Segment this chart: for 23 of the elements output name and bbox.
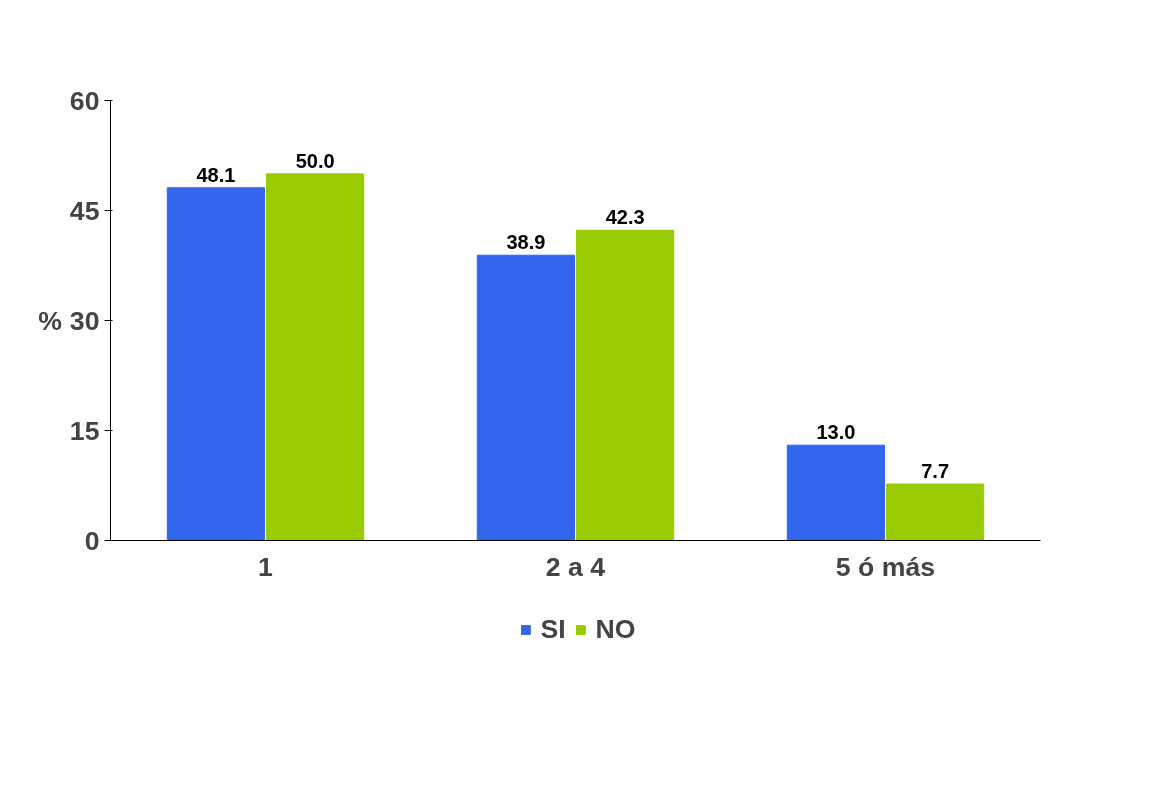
data-label: 48.1 — [196, 163, 236, 186]
legend-label: SI — [540, 613, 566, 645]
bar — [166, 187, 266, 541]
y-tick-label: 45 — [69, 195, 100, 226]
data-label: 50.0 — [295, 149, 335, 172]
y-tick-label: 60 — [69, 85, 100, 116]
data-label: 13.0 — [816, 421, 856, 444]
bar — [786, 444, 886, 541]
bar — [885, 483, 985, 541]
y-tick-label: 0 — [84, 525, 100, 556]
y-tick-label: 15 — [69, 415, 100, 446]
bar — [476, 254, 576, 541]
x-tick-label: 5 ó más — [835, 551, 936, 582]
y-axis-title: % — [38, 305, 62, 336]
x-tick-label: 2 a 4 — [545, 551, 606, 582]
legend-label: NO — [595, 613, 636, 645]
y-tick-label: 30 — [69, 305, 100, 336]
data-label: 38.9 — [506, 231, 546, 254]
data-label: 7.7 — [921, 460, 950, 483]
data-label: 42.3 — [605, 206, 645, 229]
bar — [575, 229, 675, 541]
x-tick-label: 1 — [258, 551, 274, 582]
bar — [265, 173, 365, 541]
